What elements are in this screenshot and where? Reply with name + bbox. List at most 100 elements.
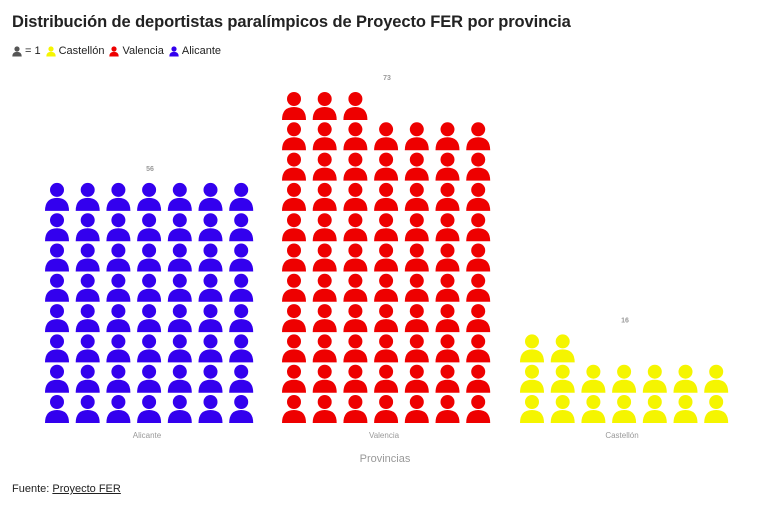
legend-label: Valencia: [122, 45, 164, 57]
person-icon: [167, 273, 192, 302]
person-icon: [550, 395, 575, 423]
person-icon: [106, 273, 131, 302]
legend-unit-label: = 1: [25, 45, 41, 57]
person-icon: [343, 152, 368, 181]
person-icon: [106, 213, 131, 242]
person-icon: [374, 304, 399, 333]
x-tick-label: Alicante: [133, 431, 162, 440]
person-icon: [198, 182, 223, 211]
person-icon: [198, 395, 223, 423]
person-icon: [75, 334, 100, 363]
person-icon: [642, 364, 667, 393]
person-icon: [704, 395, 729, 423]
person-icon: [167, 243, 192, 272]
person-icon: [435, 334, 460, 363]
person-icon: [167, 182, 192, 211]
person-icon: [374, 182, 399, 211]
person-icon: [106, 182, 131, 211]
data-label: 16: [621, 317, 629, 324]
person-icon: [282, 243, 306, 272]
person-icon: [282, 334, 306, 363]
person-icon: [466, 395, 491, 423]
person-icon: [106, 334, 131, 363]
person-icon: [137, 334, 162, 363]
person-icon: [169, 45, 179, 56]
person-icon: [673, 395, 698, 423]
person-icon: [282, 304, 306, 333]
person-icon: [343, 395, 368, 423]
legend-item-castellon[interactable]: Castellón: [45, 45, 105, 57]
legend-unit: = 1: [12, 45, 41, 57]
person-icon: [435, 395, 460, 423]
person-icon: [167, 304, 192, 333]
person-icon: [106, 304, 131, 333]
person-icon: [466, 213, 491, 242]
person-icon: [75, 395, 100, 423]
data-label: 56: [146, 166, 154, 173]
person-icon: [435, 304, 460, 333]
person-icon: [106, 243, 131, 272]
bar-group: [282, 92, 491, 423]
person-icon: [466, 304, 491, 333]
x-tick-label: Castellón: [605, 431, 638, 440]
person-icon: [282, 213, 306, 242]
person-icon: [229, 243, 254, 272]
person-icon: [343, 364, 368, 393]
person-icon: [374, 334, 399, 363]
person-icon: [466, 152, 491, 181]
person-icon: [343, 122, 368, 151]
person-icon: [550, 364, 575, 393]
person-icon: [137, 213, 162, 242]
person-icon: [435, 273, 460, 302]
person-icon: [75, 243, 100, 272]
legend-item-alicante[interactable]: Alicante: [169, 45, 221, 57]
legend-label: Alicante: [181, 45, 221, 57]
person-icon: [198, 243, 223, 272]
person-icon: [343, 334, 368, 363]
person-icon: [167, 213, 192, 242]
person-icon: [229, 395, 254, 423]
person-icon: [45, 334, 69, 363]
person-icon: [612, 364, 637, 393]
person-icon: [312, 182, 337, 211]
person-icon: [229, 304, 254, 333]
person-icon: [704, 364, 729, 393]
person-icon: [581, 395, 606, 423]
person-icon: [404, 122, 429, 151]
person-icon: [435, 122, 460, 151]
person-icon: [435, 152, 460, 181]
person-icon: [137, 243, 162, 272]
person-icon: [45, 213, 69, 242]
person-icon: [106, 395, 131, 423]
person-icon: [12, 45, 22, 56]
person-icon: [45, 243, 69, 272]
person-icon: [374, 122, 399, 151]
person-icon: [137, 304, 162, 333]
person-icon: [404, 243, 429, 272]
person-icon: [45, 273, 69, 302]
bar-group: [45, 182, 254, 423]
legend-item-valencia[interactable]: Valencia: [109, 45, 164, 57]
person-icon: [167, 334, 192, 363]
person-icon: [404, 152, 429, 181]
person-icon: [75, 273, 100, 302]
person-icon: [374, 243, 399, 272]
person-icon: [106, 364, 131, 393]
person-icon: [374, 364, 399, 393]
person-icon: [282, 182, 306, 211]
person-icon: [282, 364, 306, 393]
source-link[interactable]: Proyecto FER: [52, 483, 121, 495]
person-icon: [137, 395, 162, 423]
person-icon: [520, 334, 544, 363]
person-icon: [45, 364, 69, 393]
person-icon: [520, 364, 544, 393]
person-icon: [312, 92, 337, 120]
person-icon: [198, 364, 223, 393]
person-icon: [75, 213, 100, 242]
legend-label: Castellón: [58, 45, 105, 57]
x-tick-label: Valencia: [369, 431, 400, 440]
person-icon: [75, 182, 100, 211]
person-icon: [45, 304, 69, 333]
person-icon: [137, 182, 162, 211]
